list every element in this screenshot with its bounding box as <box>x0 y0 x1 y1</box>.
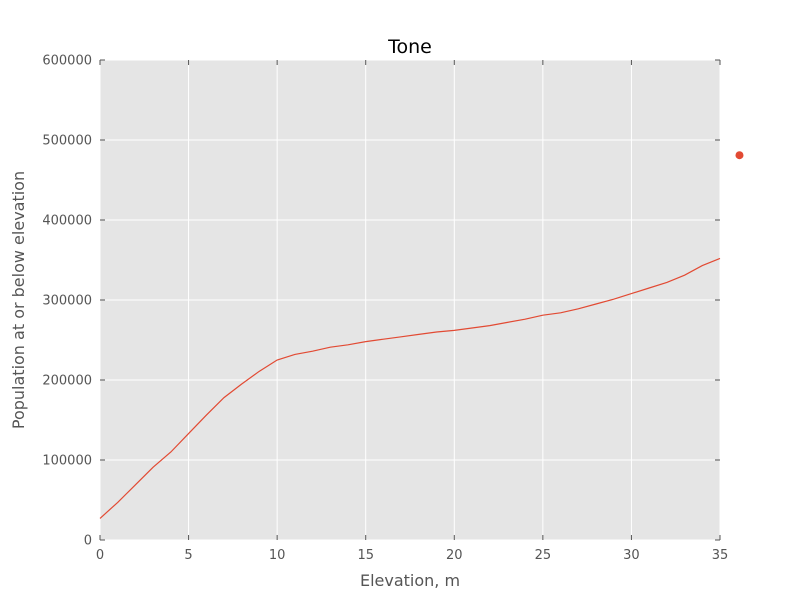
y-axis-label: Population at or below elevation <box>9 171 28 429</box>
y-tick-label: 400000 <box>42 214 92 229</box>
y-tick-label: 300000 <box>42 294 92 309</box>
chart-title: Tone <box>387 36 432 58</box>
y-tick-label: 100000 <box>42 454 92 469</box>
x-tick-label: 20 <box>446 548 463 563</box>
series <box>99 151 744 519</box>
x-tick-label: 25 <box>535 548 552 563</box>
series-line <box>99 257 721 519</box>
x-tick-label: 10 <box>269 548 286 563</box>
x-tick-label: 15 <box>357 548 374 563</box>
x-tick-label: 35 <box>712 548 729 563</box>
y-tick-label: 200000 <box>42 374 92 389</box>
axis-ticks <box>99 59 721 541</box>
tick-labels: 0 5 10 15 20 25 30 35 0 100000 200000 300000 400000 5… <box>42 54 728 564</box>
x-tick-label: 30 <box>623 548 640 563</box>
x-tick-label: 5 <box>184 548 192 563</box>
x-tick-label: 0 <box>96 548 104 563</box>
y-tick-label: 0 <box>84 534 92 549</box>
y-tick-label: 500000 <box>42 134 92 149</box>
x-axis-label: Elevation, m <box>360 571 460 590</box>
outlier-point <box>735 151 744 160</box>
y-tick-label: 600000 <box>42 54 92 69</box>
